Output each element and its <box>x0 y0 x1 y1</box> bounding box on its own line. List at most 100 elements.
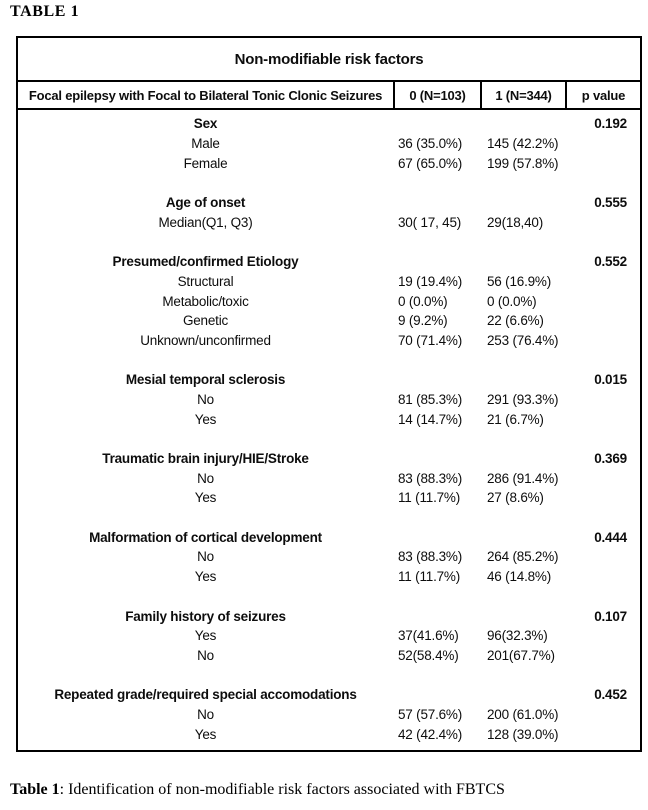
group1-value: 253 (76.4%) <box>487 332 559 348</box>
group0-value: 83 (88.3%) <box>398 470 463 486</box>
row-label: No <box>197 647 214 663</box>
data-row: Median(Q1, Q3) 30( 17, 45) 29(18,40) <box>18 212 640 232</box>
data-row: Unknown/unconfirmed 70 (71.4%) 253 (76.4%) <box>18 331 640 351</box>
row-label: No <box>197 549 214 565</box>
group1-value: 0 (0.0%) <box>487 293 537 309</box>
group0-value: 42 (42.4%) <box>398 726 463 742</box>
column-header-pvalue: p value <box>565 82 640 108</box>
p-value: 0.552 <box>594 254 627 270</box>
group1-value: 291 (93.3%) <box>487 391 559 407</box>
group-label: Presumed/confirmed Etiology <box>112 254 299 270</box>
group1-value: 46 (14.8%) <box>487 569 552 585</box>
data-row: Male 36 (35.0%) 145 (42.2%) <box>18 134 640 154</box>
group1-value: 56 (16.9%) <box>487 273 552 289</box>
group1-value: 29(18,40) <box>487 214 543 230</box>
row-label: Unknown/unconfirmed <box>140 332 271 348</box>
group1-value: 264 (85.2%) <box>487 549 559 565</box>
group0-value: 11 (11.7%) <box>398 490 461 506</box>
risk-factor-group: Sex 0.192 Male 36 (35.0%) 145 (42.2%) Female 6… <box>18 114 640 173</box>
row-label: Yes <box>194 411 217 427</box>
row-label: Yes <box>194 726 217 742</box>
caption-label: Table 1 <box>10 781 60 798</box>
group0-value: 11 (11.7%) <box>398 569 461 585</box>
data-row: No 52(58.4%) 201(67.7%) <box>18 646 640 666</box>
row-label: Female <box>183 155 228 171</box>
group-label: Repeated grade/required special accomoda… <box>54 687 357 703</box>
group0-value: 9 (9.2%) <box>398 313 448 329</box>
data-row: Yes 14 (14.7%) 21 (6.7%) <box>18 409 640 429</box>
data-row: No 83 (88.3%) 264 (85.2%) <box>18 547 640 567</box>
group-header-row: Family history of seizures 0.107 <box>18 606 640 626</box>
row-label: No <box>197 470 214 486</box>
group-header-row: Age of onset 0.555 <box>18 193 640 213</box>
group1-value: 96(32.3%) <box>487 628 548 644</box>
table-title: Non-modifiable risk factors <box>18 38 640 82</box>
data-row: Structural 19 (19.4%) 56 (16.9%) <box>18 272 640 292</box>
p-value: 0.192 <box>594 116 627 132</box>
group1-value: 145 (42.2%) <box>487 136 559 152</box>
data-row: Female 67 (65.0%) 199 (57.8%) <box>18 153 640 173</box>
group-header-row: Repeated grade/required special accomoda… <box>18 685 640 705</box>
group-header-row: Mesial temporal sclerosis 0.015 <box>18 370 640 390</box>
group0-value: 0 (0.0%) <box>398 293 448 309</box>
group0-value: 36 (35.0%) <box>398 136 463 152</box>
column-header-group1: 1 (N=344) <box>480 82 565 108</box>
row-label: Yes <box>194 569 217 585</box>
table-body: Sex 0.192 Male 36 (35.0%) 145 (42.2%) Female 6… <box>18 110 640 744</box>
group1-value: 21 (6.7%) <box>487 411 544 427</box>
caption-text: : Identification of non-modifiable risk … <box>59 781 505 798</box>
column-header-group0: 0 (N=103) <box>393 82 480 108</box>
column-header-condition: Focal epilepsy with Focal to Bilateral T… <box>28 87 383 103</box>
data-row: Metabolic/toxic 0 (0.0%) 0 (0.0%) <box>18 291 640 311</box>
p-value: 0.452 <box>594 687 627 703</box>
risk-factor-group: Mesial temporal sclerosis 0.015 No 81 (85.3… <box>18 370 640 429</box>
table-header-row: Focal epilepsy with Focal to Bilateral T… <box>18 82 640 110</box>
data-row: Genetic 9 (9.2%) 22 (6.6%) <box>18 311 640 331</box>
risk-factor-group: Presumed/confirmed Etiology 0.552 Structur… <box>18 252 640 350</box>
data-row: No 81 (85.3%) 291 (93.3%) <box>18 390 640 410</box>
risk-factor-group: Age of onset 0.555 Median(Q1, Q3) 30( 17, 4… <box>18 193 640 232</box>
risk-factors-table: Non-modifiable risk factors Focal epilep… <box>16 36 642 752</box>
group0-value: 81 (85.3%) <box>398 391 463 407</box>
data-row: Yes 37(41.6%) 96(32.3%) <box>18 626 640 646</box>
data-row: No 57 (57.6%) 200 (61.0%) <box>18 705 640 725</box>
group-label: Mesial temporal sclerosis <box>125 372 286 388</box>
group-label: Family history of seizures <box>125 608 286 624</box>
risk-factor-group: Family history of seizures 0.107 Yes 37(41.… <box>18 606 640 665</box>
group-label: Sex <box>193 116 218 132</box>
group0-value: 30( 17, 45) <box>398 214 462 230</box>
group-label: Traumatic brain injury/HIE/Stroke <box>102 451 309 467</box>
row-label: Median(Q1, Q3) <box>158 214 253 230</box>
group1-value: 201(67.7%) <box>487 647 555 663</box>
group-header-row: Malformation of cortical development 0.44… <box>18 527 640 547</box>
p-value: 0.369 <box>594 451 627 467</box>
group0-value: 57 (57.6%) <box>398 706 463 722</box>
group1-value: 22 (6.6%) <box>487 313 544 329</box>
row-label: Genetic <box>182 313 229 329</box>
table-caption: Table 1: Identification of non-modifiabl… <box>10 781 505 799</box>
p-value: 0.444 <box>594 529 627 545</box>
row-label: Metabolic/toxic <box>162 293 249 309</box>
p-value: 0.107 <box>594 608 627 624</box>
group0-value: 83 (88.3%) <box>398 549 463 565</box>
group1-value: 199 (57.8%) <box>487 155 559 171</box>
group-header-row: Traumatic brain injury/HIE/Stroke 0.369 <box>18 449 640 469</box>
row-label: Structural <box>177 273 234 289</box>
risk-factor-group: Traumatic brain injury/HIE/Stroke 0.369 No… <box>18 449 640 508</box>
group1-value: 128 (39.0%) <box>487 726 559 742</box>
p-value: 0.015 <box>594 372 627 388</box>
group1-value: 27 (8.6%) <box>487 490 544 506</box>
data-row: Yes 11 (11.7%) 27 (8.6%) <box>18 488 640 508</box>
row-label: Yes <box>194 628 217 644</box>
risk-factor-group: Malformation of cortical development 0.44… <box>18 527 640 586</box>
group1-value: 286 (91.4%) <box>487 470 559 486</box>
data-row: No 83 (88.3%) 286 (91.4%) <box>18 468 640 488</box>
risk-factor-group: Repeated grade/required special accomoda… <box>18 685 640 744</box>
group0-value: 67 (65.0%) <box>398 155 463 171</box>
group1-value: 200 (61.0%) <box>487 706 559 722</box>
data-row: Yes 42 (42.4%) 128 (39.0%) <box>18 724 640 744</box>
p-value: 0.555 <box>594 195 627 211</box>
group-label: Malformation of cortical development <box>89 529 322 545</box>
group-header-row: Sex 0.192 <box>18 114 640 134</box>
